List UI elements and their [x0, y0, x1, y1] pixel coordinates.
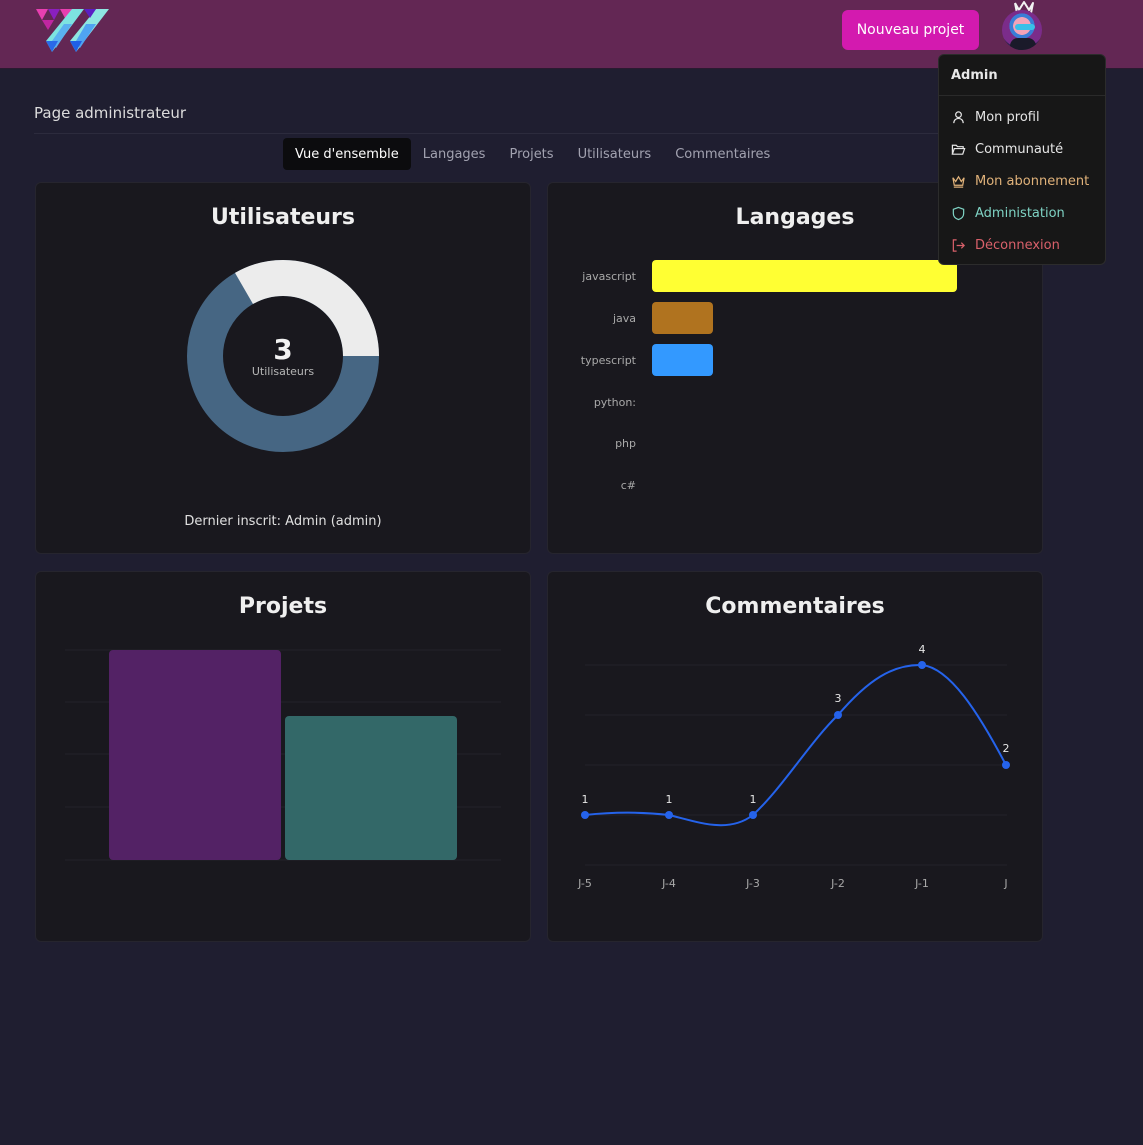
menu-item-administration[interactable]: Administation [939, 197, 1105, 229]
dropdown-username: Admin [939, 55, 1105, 96]
tab-overview[interactable]: Vue d'ensemble [283, 138, 411, 170]
admin-tabs: Vue d'ensemble Langages Projets Utilisat… [283, 138, 782, 170]
lang-label: python: [593, 395, 636, 409]
last-registered-user: Dernier inscrit: Admin (admin) [184, 514, 382, 529]
comments-card-title: Commentaires [705, 594, 885, 619]
lang-bar-java[interactable] [652, 302, 713, 334]
tab-users[interactable]: Utilisateurs [577, 146, 652, 162]
menu-item-subscription[interactable]: Mon abonnement [939, 165, 1105, 197]
users-total-label: Utilisateurs [251, 364, 315, 378]
user-dropdown-menu: Admin Mon profil Communauté Mon abonneme… [938, 54, 1106, 265]
lang-row: python: [548, 386, 636, 418]
users-donut-chart [187, 260, 379, 452]
svg-text:J-4: J-4 [661, 877, 676, 890]
tab-projects[interactable]: Projets [509, 146, 554, 162]
menu-item-label: Communauté [975, 141, 1064, 157]
svg-text:1: 1 [582, 793, 589, 806]
top-navbar: Nouveau projet [0, 0, 1143, 69]
menu-item-profile[interactable]: Mon profil [939, 101, 1105, 133]
tab-languages[interactable]: Langages [422, 146, 486, 162]
svg-text:2: 2 [1003, 742, 1010, 755]
menu-item-label: Mon abonnement [975, 173, 1090, 189]
svg-text:J-5: J-5 [577, 877, 592, 890]
logout-icon [952, 238, 965, 252]
lang-label: c# [620, 478, 636, 492]
crown-icon [952, 175, 965, 188]
svg-text:J-2: J-2 [830, 877, 845, 890]
avatar [1002, 10, 1042, 50]
new-project-button[interactable]: Nouveau projet [842, 10, 979, 50]
menu-item-logout[interactable]: Déconnexion [939, 229, 1105, 261]
user-icon [953, 110, 964, 123]
brand-logo-icon[interactable] [34, 6, 110, 54]
svg-text:J: J [1003, 877, 1007, 890]
lang-row: javascript [548, 260, 957, 292]
page-title: Page administrateur [34, 104, 187, 122]
comments-line-chart: 1 1 1 3 4 2 J-5 J-4 J-3 J-2 J-1 J [577, 643, 1010, 890]
languages-card-title: Langages [735, 205, 855, 230]
users-total: 3 [273, 332, 293, 366]
project-bar-1 [109, 650, 281, 860]
lang-row: java [548, 302, 713, 334]
lang-bar-typescript[interactable] [652, 344, 713, 376]
menu-item-label: Administation [975, 205, 1065, 221]
svg-text:1: 1 [666, 793, 673, 806]
lang-label: php [615, 436, 636, 450]
svg-text:J-1: J-1 [914, 877, 929, 890]
lang-label: typescript [580, 353, 636, 367]
svg-text:J-3: J-3 [745, 877, 760, 890]
menu-item-label: Mon profil [975, 109, 1040, 125]
lang-row: php [548, 427, 636, 459]
lang-row: c# [548, 469, 636, 501]
languages-bar-chart: javascript java typescript python: php c… [548, 260, 1044, 510]
lang-bar-javascript[interactable] [652, 260, 957, 292]
svg-text:1: 1 [750, 793, 757, 806]
lang-row: typescript [548, 344, 713, 376]
tab-comments[interactable]: Commentaires [675, 146, 771, 162]
folder-open-icon [951, 144, 966, 155]
divider [34, 133, 1043, 134]
project-bar-2 [285, 716, 457, 860]
svg-text:3: 3 [835, 692, 842, 705]
users-card: Utilisateurs 3 Utilisateurs Dernier insc… [35, 182, 531, 554]
lang-label: javascript [582, 269, 636, 283]
lang-label: java [612, 311, 636, 325]
projects-bar-chart [65, 649, 501, 861]
shield-icon [952, 206, 965, 220]
users-card-title: Utilisateurs [211, 205, 355, 230]
svg-text:4: 4 [919, 643, 926, 656]
user-avatar-button[interactable] [1000, 0, 1046, 52]
projects-card-title: Projets [238, 594, 328, 619]
donut-center: 3 Utilisateurs [187, 260, 379, 452]
comments-card: Commentaires 1 1 1 3 4 2 J-5 J-4 [547, 571, 1043, 942]
menu-item-community[interactable]: Communauté [939, 133, 1105, 165]
projects-card: Projets [35, 571, 531, 942]
menu-item-label: Déconnexion [975, 237, 1060, 253]
